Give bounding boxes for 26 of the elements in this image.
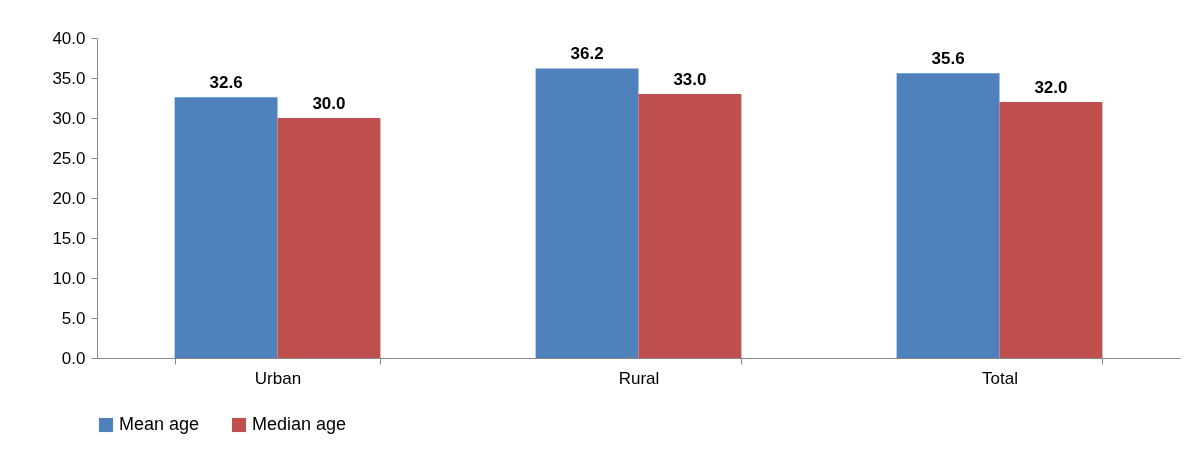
bar xyxy=(999,102,1103,358)
data-label: 32.0 xyxy=(1034,78,1068,97)
data-label: 33.0 xyxy=(673,70,707,89)
y-tick-label: 10.0 xyxy=(52,268,86,288)
y-tick-label: 35.0 xyxy=(52,68,86,88)
y-tick-label: 5.0 xyxy=(61,308,86,328)
data-label: 35.6 xyxy=(931,49,965,69)
x-tick-label: Rural xyxy=(618,368,660,388)
y-tick-label: 25.0 xyxy=(52,148,86,168)
data-label: 30.0 xyxy=(312,94,346,113)
y-tick-label: 40.0 xyxy=(52,28,86,48)
bar xyxy=(535,68,639,358)
bar xyxy=(638,94,742,358)
legend-label: Median age xyxy=(252,414,347,434)
bar xyxy=(174,97,278,358)
x-tick-label: Urban xyxy=(254,368,302,388)
legend-label: Mean age xyxy=(119,414,200,434)
bar xyxy=(277,118,381,358)
bar xyxy=(896,73,1000,358)
y-tick-label: 20.0 xyxy=(52,188,86,208)
data-label: 32.6 xyxy=(209,73,243,93)
x-tick-label: Total xyxy=(982,368,1018,388)
y-tick-label: 0.0 xyxy=(61,348,86,368)
y-tick-label: 15.0 xyxy=(52,228,86,248)
data-label: 36.2 xyxy=(570,44,604,64)
y-tick-label: 30.0 xyxy=(52,108,86,128)
